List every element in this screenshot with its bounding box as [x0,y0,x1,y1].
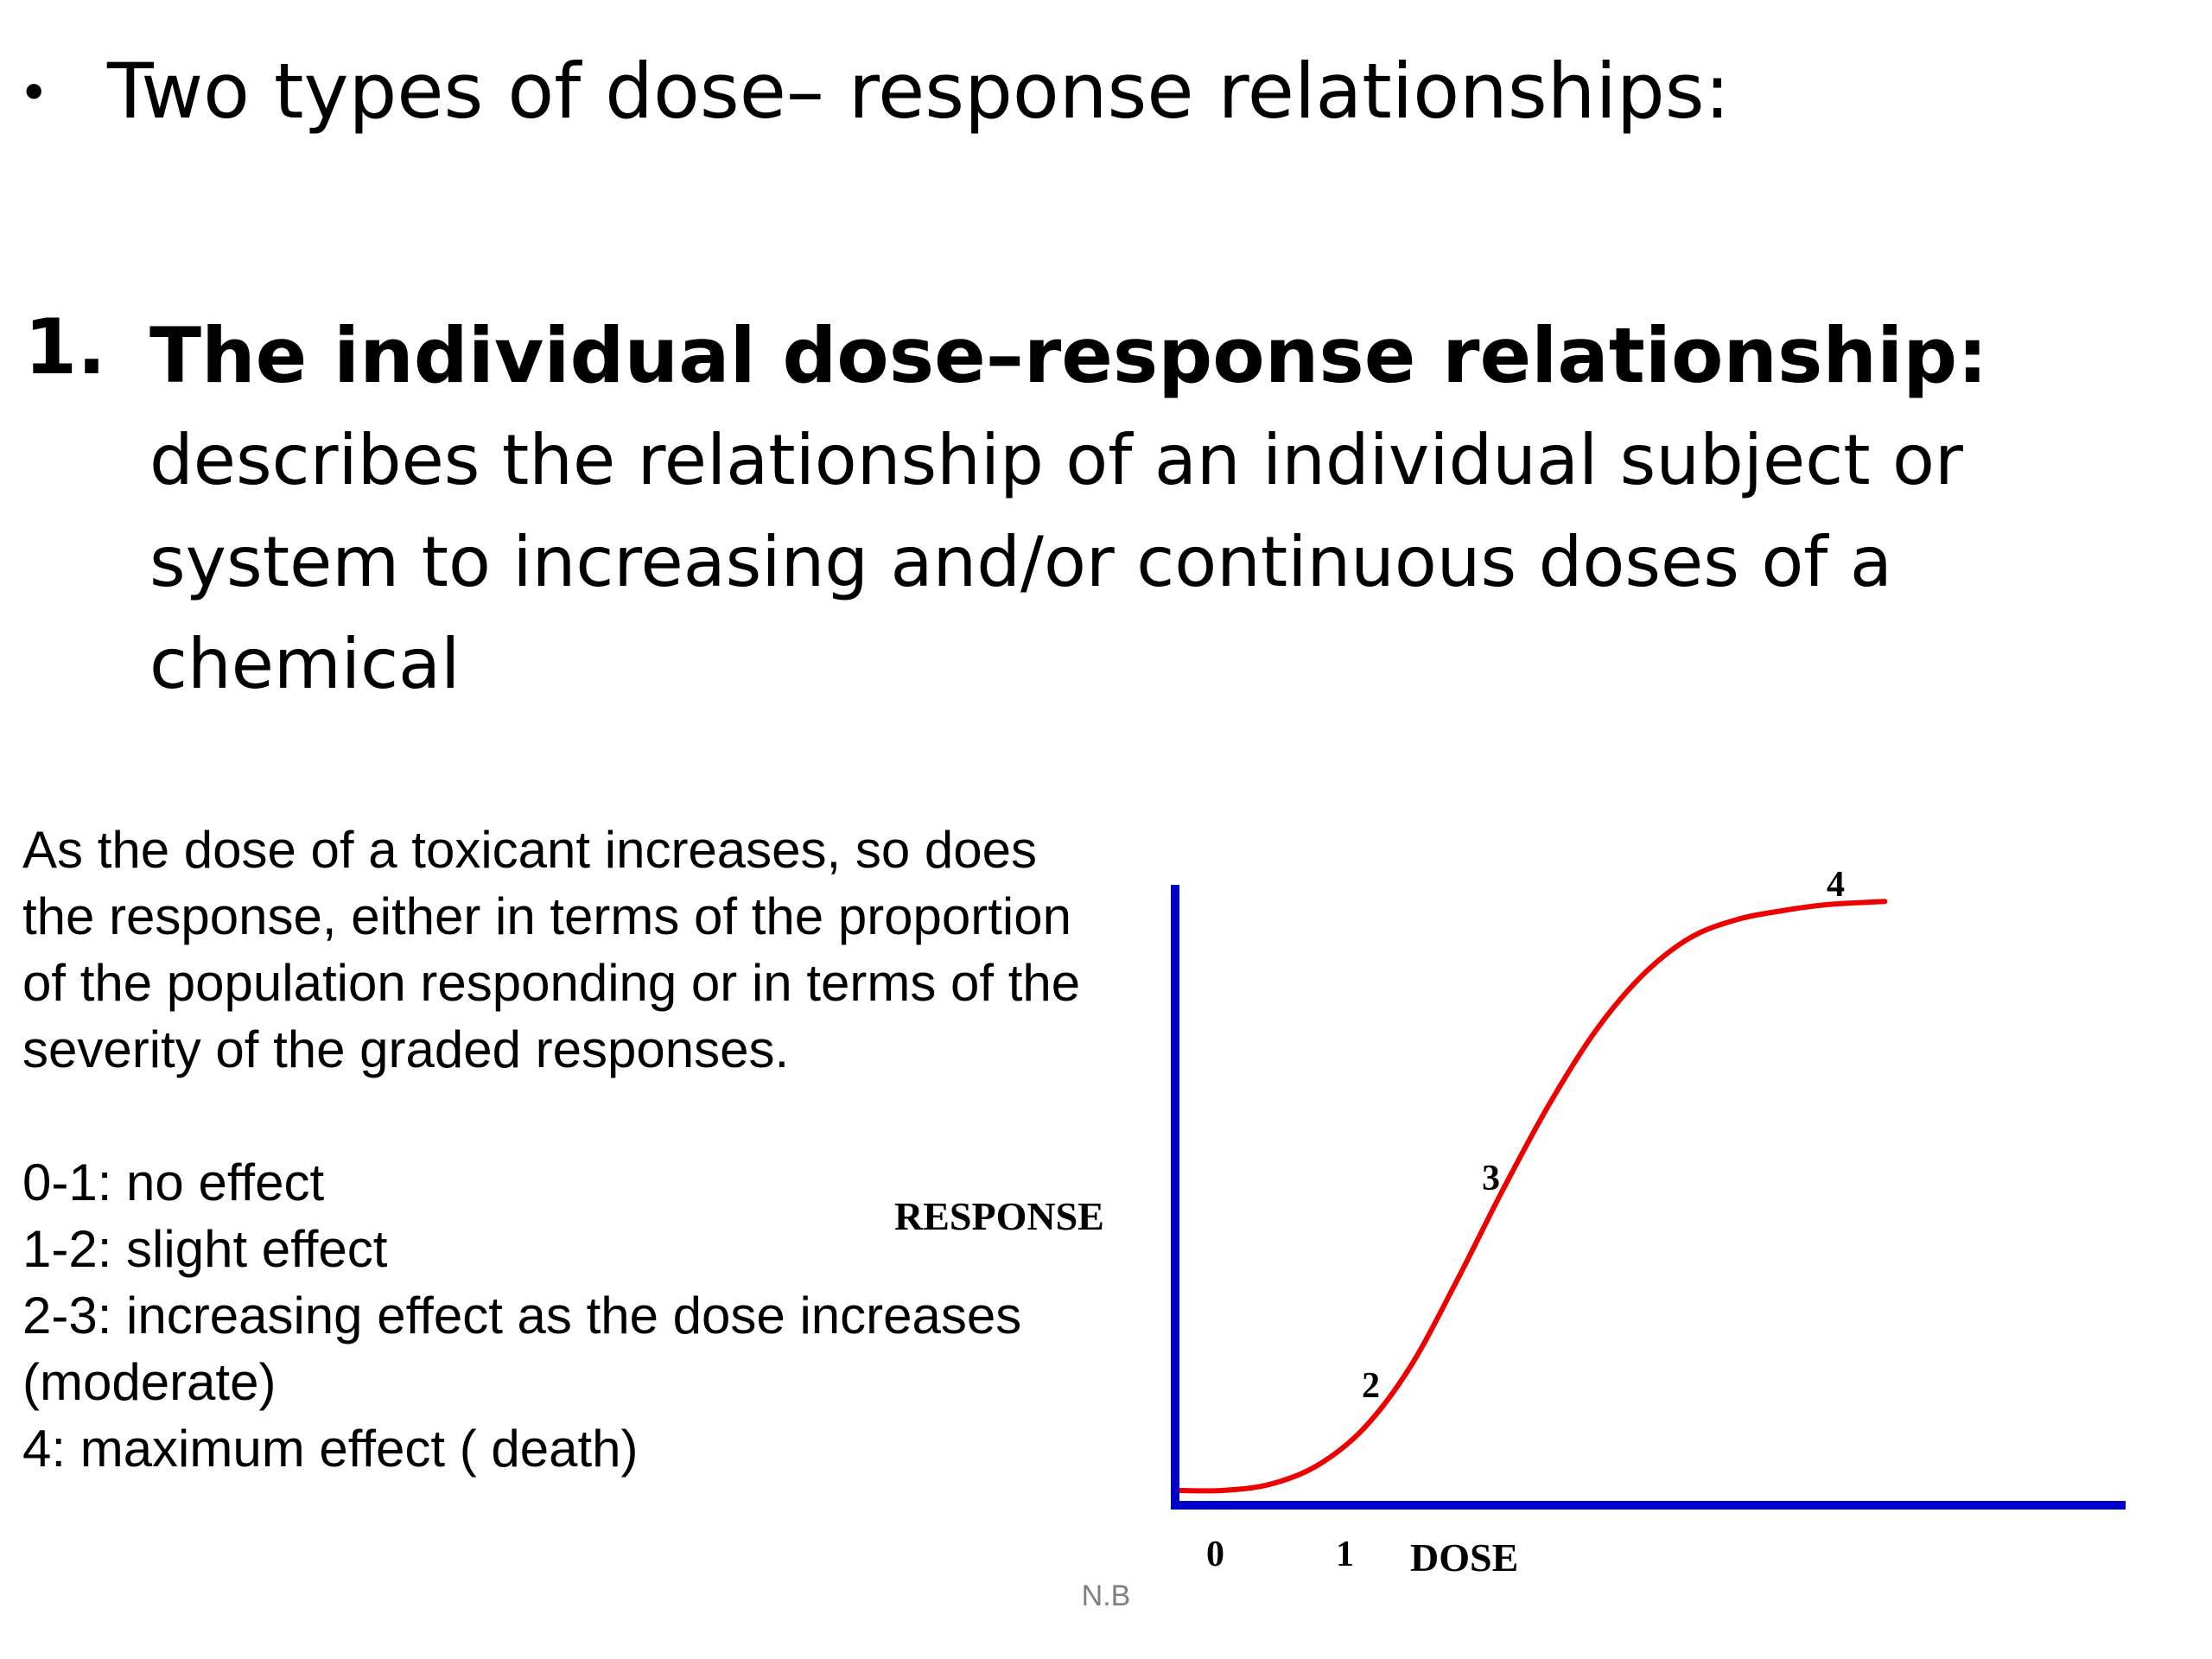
bullet-text: Two types of dose– response relationship… [107,46,1731,136]
bullet-icon: • [24,60,44,122]
y-axis-label: RESPONSE [894,1194,1104,1238]
response-curve [1174,899,1888,1494]
point-label-2: 2 [1362,1366,1380,1406]
item-number: 1. [24,302,106,391]
legend-line-0: 0-1: no effect [22,1154,325,1211]
explanation-paragraph: As the dose of a toxicant increases, so … [22,821,1081,1078]
x-axis-label: DOSE [1410,1535,1518,1580]
point-label-3: 3 [1482,1159,1500,1198]
bullet-line: • Two types of dose– response relationsh… [24,35,1730,147]
item-body: The individual dose–response relationshi… [149,302,2102,715]
x-tick-label-0: 0 [1206,1535,1224,1574]
explanation-block: As the dose of a toxicant increases, so … [22,817,1103,1482]
legend-line-1: 1-2: slight effect [22,1220,388,1278]
item-heading: The individual dose–response relationshi… [149,311,1988,400]
footer-text: N.B [1081,1580,1131,1612]
x-tick-label-1: 1 [1336,1535,1354,1574]
legend-line-2: 2-3: increasing effect as the dose incre… [22,1287,1022,1411]
item-description: describes the relationship of an individ… [149,420,1963,704]
legend-line-3: 4: maximum effect ( death) [22,1420,639,1478]
point-label-4: 4 [1827,865,1845,905]
